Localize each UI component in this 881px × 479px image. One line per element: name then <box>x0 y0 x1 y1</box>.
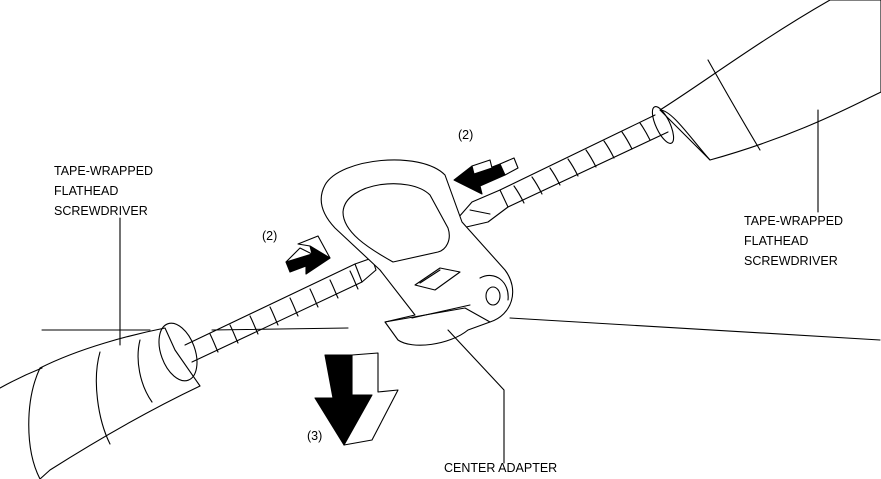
right-handle-band-inner <box>707 59 761 151</box>
adapter-inner-slot <box>342 183 450 263</box>
left-blade <box>354 257 377 283</box>
left-label-line-3: SCREWDRIVER <box>54 204 148 218</box>
arrow-step2-left <box>285 235 331 275</box>
step-label-left: (2) <box>262 229 277 243</box>
arrow-step3-down <box>314 352 399 446</box>
center-adapter-label: CENTER ADAPTER <box>444 461 557 475</box>
right-blade <box>457 189 509 229</box>
left-label-line-2: FLATHEAD <box>54 184 118 198</box>
left-shank-top <box>184 263 356 346</box>
right-label-line-1: TAPE-WRAPPED <box>744 214 843 228</box>
right-tape-wrap <box>513 122 651 204</box>
right-screwdriver-label: TAPE-WRAPPED FLATHEAD SCREWDRIVER <box>744 214 843 268</box>
leader-adapter <box>447 329 505 464</box>
step-label-bottom: (3) <box>307 429 322 443</box>
left-screwdriver-label: TAPE-WRAPPED FLATHEAD SCREWDRIVER <box>54 164 153 218</box>
adapter-window <box>414 267 461 291</box>
right-ferrule <box>651 106 675 144</box>
arrow-step2-top <box>453 157 519 195</box>
right-handle-body <box>659 0 881 161</box>
right-screwdriver <box>457 0 881 229</box>
leader-lines <box>119 109 819 464</box>
right-handle-band <box>659 109 711 161</box>
left-ferrule <box>158 322 198 382</box>
right-label-line-3: SCREWDRIVER <box>744 254 838 268</box>
left-screwdriver <box>28 257 377 479</box>
center-adapter <box>320 159 514 346</box>
step-label-top: (2) <box>458 128 473 142</box>
left-handle-body <box>28 327 201 479</box>
left-handle-band-inner <box>137 339 153 403</box>
adapter-hole <box>485 286 501 306</box>
left-label-line-1: TAPE-WRAPPED <box>54 164 153 178</box>
left-handle-band <box>95 351 111 445</box>
adapter-bottom-edge <box>384 307 491 323</box>
left-tape-wrap <box>209 270 359 353</box>
right-label-line-2: FLATHEAD <box>744 234 808 248</box>
right-shank-bottom <box>507 131 669 208</box>
right-shank-top <box>499 114 656 191</box>
